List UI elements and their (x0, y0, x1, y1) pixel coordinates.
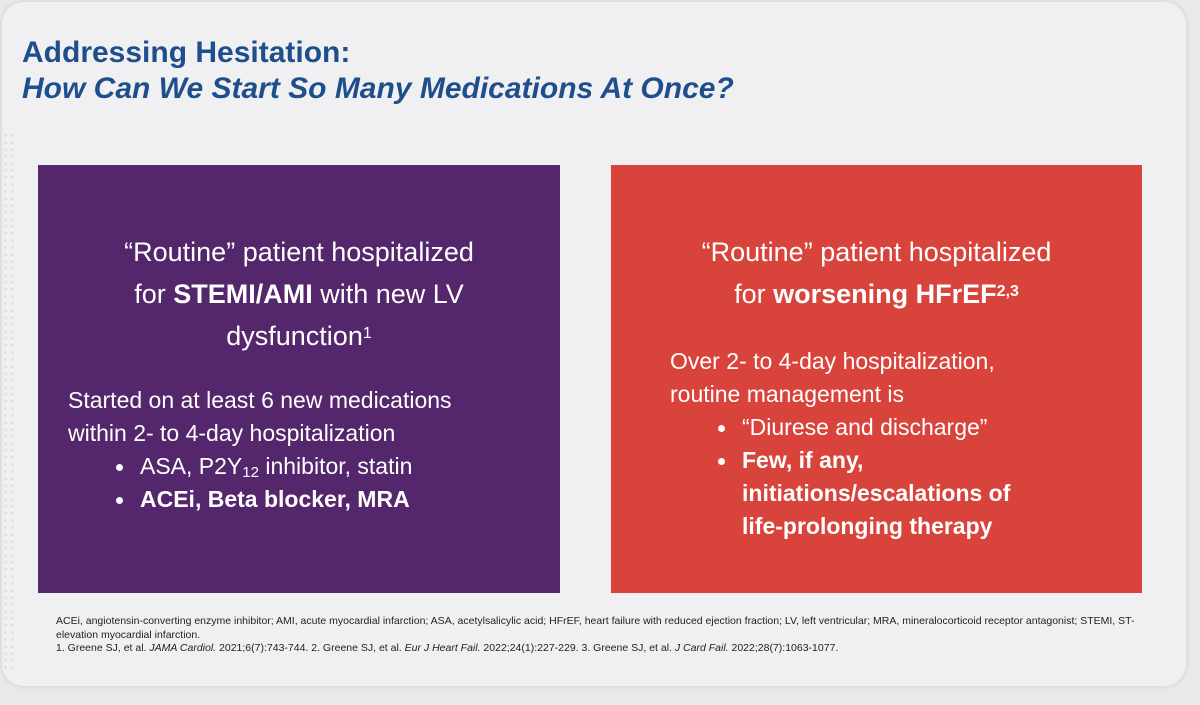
heading-text: for (134, 279, 174, 309)
reference-text: 2022;28(7):1063-1077. (728, 642, 839, 654)
reference-text: 2022;24(1):227-229. 3. Greene SJ, et al. (480, 642, 675, 654)
journal-name: JAMA Cardiol. (149, 642, 217, 654)
subscript: 12 (242, 464, 259, 481)
hfref-panel: “Routine” patient hospitalized for worse… (611, 165, 1142, 593)
decorative-dot-pattern (2, 132, 16, 672)
stemi-panel-body: Started on at least 6 new medications wi… (68, 384, 548, 516)
heading-line: dysfunction1 (38, 315, 560, 357)
reference-text: 1. Greene SJ, et al. (56, 642, 150, 654)
stemi-panel: “Routine” patient hospitalized for STEMI… (38, 165, 560, 593)
slide-subtitle: How Can We Start So Many Medications At … (22, 72, 734, 105)
heading-line: for STEMI/AMI with new LV (38, 273, 560, 315)
journal-name: Eur J Heart Fail. (404, 642, 481, 654)
list-item-text: initiations/escalations of (742, 480, 1011, 506)
heading-line: for worsening HFrEF2,3 (611, 273, 1142, 315)
hfref-panel-heading: “Routine” patient hospitalized for worse… (611, 231, 1142, 315)
list-item-text: inhibitor, statin (258, 453, 413, 479)
reference-superscript: 1 (362, 325, 372, 342)
heading-text: for (734, 279, 774, 309)
intro-line: within 2- to 4-day hospitalization (68, 420, 396, 446)
heading-text: with new LV (312, 279, 464, 309)
heading-line: “Routine” patient hospitalized (124, 237, 474, 267)
stemi-panel-heading: “Routine” patient hospitalized for STEMI… (38, 231, 560, 357)
heading-text: dysfunction (226, 321, 363, 351)
list-item-text: ASA, P2Y (140, 453, 243, 479)
list-item: “Diurese and discharge” (712, 411, 1120, 444)
list-item: Few, if any, initiations/escalations of … (712, 444, 1120, 543)
list-item-text: life-prolonging therapy (742, 513, 993, 539)
footnotes: ACEi, angiotensin-converting enzyme inhi… (56, 615, 1146, 656)
list-item: ASA, P2Y12 inhibitor, statin (110, 450, 548, 483)
list-item: ACEi, Beta blocker, MRA (110, 483, 548, 516)
reference-text: 2021;6(7):743-744. 2. Greene SJ, et al. (216, 642, 405, 654)
list-item-text: Few, if any, (742, 447, 864, 473)
intro-line: routine management is (670, 381, 904, 407)
reference-superscript: 2,3 (996, 283, 1019, 300)
heading-bold-text: worsening HFrEF (773, 279, 997, 309)
journal-name: J Card Fail. (674, 642, 729, 654)
heading-line: “Routine” patient hospitalized (701, 237, 1052, 267)
intro-line: Started on at least 6 new medications (68, 387, 452, 413)
slide: Addressing Hesitation: How Can We Start … (2, 2, 1186, 686)
slide-title: Addressing Hesitation: (22, 36, 351, 69)
references-footnote: 1. Greene SJ, et al. JAMA Cardiol. 2021;… (56, 642, 1146, 656)
intro-line: Over 2- to 4-day hospitalization, (670, 348, 995, 374)
heading-bold-text: STEMI/AMI (173, 279, 313, 309)
abbreviations-footnote: ACEi, angiotensin-converting enzyme inhi… (56, 615, 1135, 641)
hfref-panel-body: Over 2- to 4-day hospitalization, routin… (670, 345, 1120, 543)
